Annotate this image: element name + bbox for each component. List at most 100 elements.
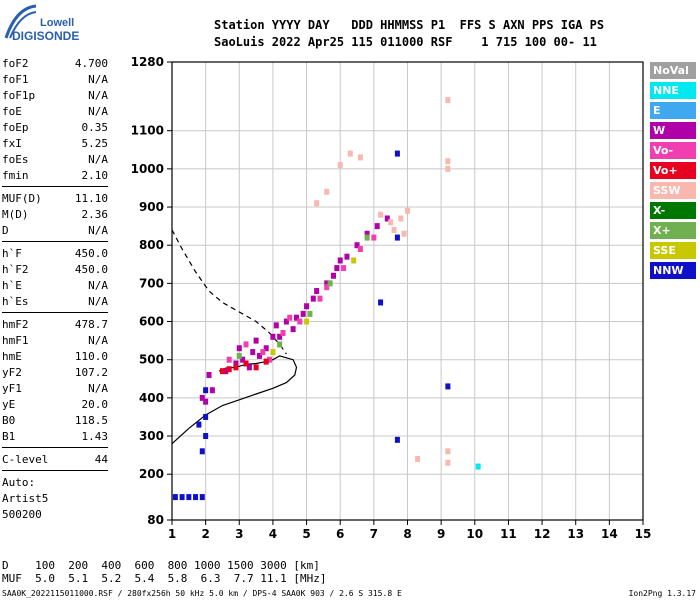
- param-row: fxI 5.25: [2, 136, 108, 152]
- echo-point: [445, 459, 451, 466]
- echo-point: [401, 230, 407, 237]
- param-value: 450.0: [74, 263, 108, 276]
- header-row-2: SaoLuis 2022 Apr25 115 011000 RSF 1 715 …: [214, 35, 597, 49]
- panel-note: Auto:: [2, 476, 36, 489]
- echo-point: [260, 349, 266, 356]
- param-label: MUF(D): [2, 192, 42, 205]
- echo-point: [364, 234, 370, 241]
- x-tick-label: 11: [500, 527, 517, 541]
- param-value: 118.5: [74, 414, 108, 427]
- echo-point: [394, 436, 400, 443]
- echo-point: [253, 364, 259, 371]
- param-label: foF1p: [2, 89, 36, 102]
- echo-point: [378, 211, 384, 218]
- param-label: foF2: [2, 57, 29, 70]
- param-label: h`Es: [2, 295, 29, 308]
- echo-point: [267, 356, 273, 363]
- echo-point: [233, 360, 239, 367]
- echo-point: [186, 494, 192, 501]
- echo-point: [317, 295, 323, 302]
- param-value: 110.0: [74, 350, 108, 363]
- echo-point: [236, 352, 242, 359]
- legend-item: NNW: [650, 262, 696, 279]
- legend-item: E: [650, 102, 696, 119]
- x-tick-label: 14: [601, 527, 618, 541]
- param-row: foF1 N/A: [2, 72, 108, 88]
- echo-point: [246, 364, 252, 371]
- param-row: foF2 4.700: [2, 56, 108, 72]
- echo-point: [354, 242, 360, 249]
- echo-point: [199, 394, 205, 401]
- param-value: 2.10: [81, 169, 109, 182]
- panel-separator: [2, 186, 108, 187]
- echo-point: [256, 352, 262, 359]
- param-row: yF1 N/A: [2, 381, 108, 397]
- x-tick-label: 3: [235, 527, 243, 541]
- echo-point: [415, 455, 421, 462]
- param-value: N/A: [88, 224, 108, 237]
- footer-file-info: SAA0K_2022115011000.RSF / 280fx256h 50 k…: [2, 589, 402, 598]
- echo-point: [394, 150, 400, 157]
- y-tick-label: 1100: [131, 124, 164, 138]
- echo-point: [304, 303, 310, 310]
- ox-trace-curve: [171, 229, 287, 355]
- param-value: 1.43: [81, 430, 109, 443]
- echo-point: [324, 284, 330, 291]
- x-tick-label: 4: [269, 527, 277, 541]
- echo-point: [196, 421, 202, 428]
- echo-point: [324, 188, 330, 195]
- echo-point: [374, 223, 380, 230]
- echo-point: [398, 215, 404, 222]
- panel-separator: [2, 312, 108, 313]
- param-label: fmin: [2, 169, 29, 182]
- echo-point: [327, 280, 333, 287]
- legend-item: Vo-: [650, 142, 696, 159]
- param-row: yF2 107.2: [2, 365, 108, 381]
- param-value: 20.0: [81, 398, 109, 411]
- y-tick-label: 900: [139, 200, 164, 214]
- y-tick-label: 1280: [131, 55, 164, 69]
- legend-item: SSW: [650, 182, 696, 199]
- x-tick-label: 9: [437, 527, 445, 541]
- param-row: M(D) 2.36: [2, 207, 108, 223]
- param-label: hmF2: [2, 318, 29, 331]
- echo-point: [330, 272, 336, 279]
- param-value: N/A: [88, 295, 108, 308]
- echo-point: [293, 314, 299, 321]
- echo-point: [287, 314, 293, 321]
- echo-point: [324, 280, 330, 287]
- echo-point: [300, 310, 306, 317]
- echo-point: [304, 318, 310, 325]
- echo-point: [250, 349, 256, 356]
- legend-item: NNE: [650, 82, 696, 99]
- echo-point: [307, 310, 313, 317]
- x-tick-label: 5: [302, 527, 310, 541]
- param-value: 11.10: [74, 192, 108, 205]
- echo-point: [290, 326, 296, 333]
- echo-point: [371, 234, 377, 241]
- echo-point: [206, 371, 212, 378]
- echo-point: [203, 387, 209, 394]
- echo-point: [240, 356, 246, 363]
- y-tick-label: 800: [139, 238, 164, 252]
- param-value: 44: [94, 453, 108, 466]
- param-row: h`F 450.0: [2, 246, 108, 262]
- echo-point: [445, 165, 451, 172]
- x-tick-label: 6: [336, 527, 344, 541]
- echo-point: [334, 265, 340, 272]
- param-row: foF1p N/A: [2, 88, 108, 104]
- y-tick-label: 80: [147, 513, 164, 527]
- echo-point: [193, 494, 199, 501]
- param-row: B1 1.43: [2, 429, 108, 445]
- param-row: h`Es N/A: [2, 294, 108, 310]
- legend-item: Vo+: [650, 162, 696, 179]
- echo-point: [209, 387, 215, 394]
- param-row: h`F2 450.0: [2, 262, 108, 278]
- echo-point: [337, 162, 343, 169]
- param-row: fmin 2.10: [2, 168, 108, 184]
- param-label: foEs: [2, 153, 29, 166]
- echo-point: [384, 215, 390, 222]
- panel-separator: [2, 447, 108, 448]
- panel-separator: [2, 241, 108, 242]
- legend-item: X-: [650, 202, 696, 219]
